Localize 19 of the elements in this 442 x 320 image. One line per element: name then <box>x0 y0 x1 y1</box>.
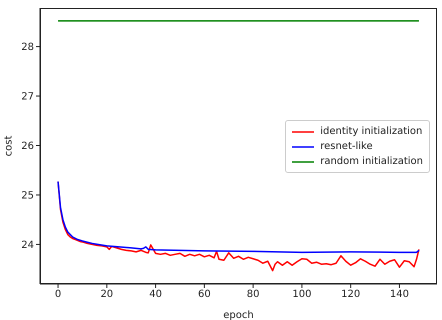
legend-label: identity initialization <box>320 125 422 139</box>
x-tick-label: 80 <box>246 289 260 300</box>
x-tick-label: 0 <box>54 289 62 300</box>
y-tick-label: 25 <box>21 190 34 202</box>
line-series <box>57 180 420 254</box>
x-tick-label: 120 <box>341 289 360 300</box>
x-tick-label: 60 <box>198 289 211 300</box>
x-tick-label: 20 <box>100 289 114 300</box>
y-tick-label: 24 <box>21 240 34 251</box>
x-tick-label: 140 <box>390 289 409 300</box>
x-tick-label: 100 <box>292 289 312 300</box>
y-tick-label: 26 <box>21 141 34 152</box>
legend-label: random initialization <box>320 155 423 169</box>
y-axis-title: cost <box>4 136 15 156</box>
x-axis-title: epoch <box>223 310 254 320</box>
y-tick-label: 28 <box>21 42 34 54</box>
legend-label: resnet-like <box>320 140 373 154</box>
y-tick-label: 27 <box>21 92 34 103</box>
x-tick-label: 40 <box>149 289 162 300</box>
